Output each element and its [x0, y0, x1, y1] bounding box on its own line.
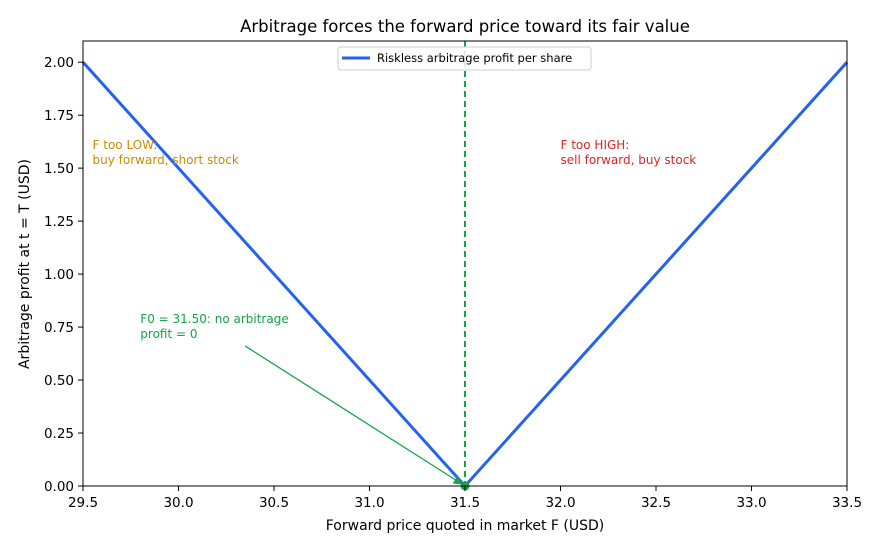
x-tick-label: 30.5 — [259, 495, 289, 511]
x-tick-label: 33.5 — [832, 495, 862, 511]
legend-entry: Riskless arbitrage profit per share — [377, 51, 572, 65]
y-tick-label: 0.50 — [44, 373, 74, 389]
y-tick-label: 1.75 — [44, 108, 74, 124]
y-tick-label: 0.25 — [44, 426, 74, 442]
y-tick-label: 1.25 — [44, 214, 74, 230]
x-tick-label: 33.0 — [736, 495, 766, 511]
x-axis-label: Forward price quoted in market F (USD) — [326, 518, 605, 534]
x-tick-label: 32.0 — [545, 495, 575, 511]
annotation-arrow-fair — [245, 345, 463, 485]
x-tick-label: 31.5 — [450, 495, 480, 511]
annotation-high: F too HIGH: sell forward, buy stock — [561, 138, 697, 167]
legend-frame — [337, 46, 592, 71]
annotation-low: F too LOW: buy forward, short stock — [93, 138, 239, 167]
x-tick-label: 29.5 — [68, 495, 98, 511]
chart-title: Arbitrage forces the forward price towar… — [240, 17, 690, 36]
x-tick-label: 30.0 — [163, 495, 193, 511]
legend: Riskless arbitrage profit per share — [337, 46, 592, 71]
y-axis-label: Arbitrage profit at t = T (USD) — [17, 159, 33, 369]
annotation-fair: F0 = 31.50: no arbitrage profit = 0 — [140, 312, 288, 341]
y-tick-label: 1.50 — [44, 161, 74, 177]
y-tick-label: 0.75 — [44, 320, 74, 336]
y-tick-label: 2.00 — [44, 55, 74, 71]
y-tick-label: 0.00 — [44, 479, 74, 495]
x-tick-label: 32.5 — [641, 495, 671, 511]
x-tick-label: 31.0 — [354, 495, 384, 511]
y-tick-label: 1.00 — [44, 267, 74, 283]
